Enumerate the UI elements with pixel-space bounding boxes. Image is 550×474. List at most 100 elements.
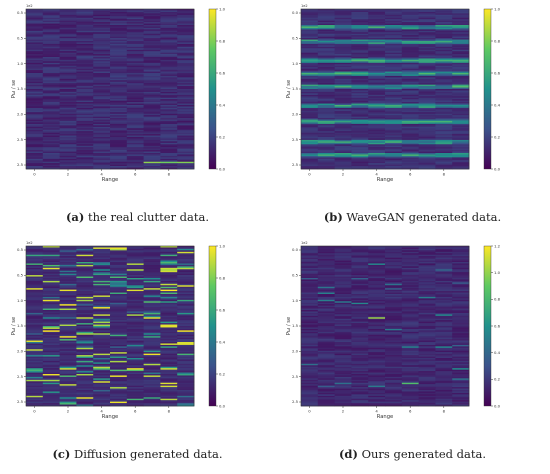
heatmap-cell bbox=[126, 62, 144, 65]
heatmap-cell bbox=[93, 36, 111, 39]
heatmap-cell bbox=[435, 48, 453, 51]
heatmap-cell bbox=[177, 161, 195, 164]
heatmap-cell bbox=[334, 121, 352, 123]
heatmap-cell bbox=[76, 298, 94, 301]
heatmap-cell bbox=[385, 267, 403, 270]
heatmap-cell bbox=[59, 391, 77, 394]
heatmap-cell bbox=[385, 289, 403, 292]
heatmap-cell bbox=[42, 356, 60, 359]
heatmap-cell bbox=[435, 19, 453, 21]
heatmap-cell bbox=[160, 73, 178, 75]
heatmap-cell bbox=[385, 29, 403, 32]
heatmap-cell bbox=[59, 394, 77, 397]
heatmap-cell bbox=[160, 105, 178, 107]
heatmap-cell bbox=[301, 280, 319, 283]
heatmap-cell bbox=[401, 395, 419, 398]
heatmap-cell bbox=[452, 273, 470, 276]
heatmap-cell bbox=[143, 100, 161, 103]
heatmap-cell bbox=[110, 349, 128, 352]
heatmap-cell bbox=[351, 359, 369, 362]
heatmap-cell bbox=[452, 269, 470, 272]
heatmap-cell bbox=[351, 96, 369, 99]
heatmap-cell bbox=[59, 16, 77, 19]
heatmap-cell bbox=[42, 57, 60, 59]
heatmap-cell bbox=[26, 347, 44, 350]
heatmap-cell bbox=[368, 105, 386, 107]
heatmap-cell bbox=[368, 394, 386, 397]
heatmap-cell bbox=[418, 19, 436, 21]
heatmap-cell bbox=[126, 153, 144, 155]
heatmap-cell bbox=[59, 328, 77, 331]
heatmap-cell bbox=[110, 305, 128, 308]
heatmap-cell bbox=[452, 356, 470, 359]
heatmap-cell bbox=[385, 16, 403, 19]
heatmap-cell bbox=[435, 84, 453, 87]
heatmap-cell bbox=[177, 23, 195, 26]
heatmap-cell bbox=[177, 320, 195, 322]
heatmap-cell bbox=[435, 121, 453, 123]
heatmap-cell bbox=[59, 352, 77, 354]
heatmap-cell bbox=[110, 253, 128, 256]
heatmap-cell bbox=[401, 74, 419, 77]
heatmap-cell bbox=[76, 299, 94, 302]
heatmap-cell bbox=[351, 121, 369, 123]
heatmap-cell bbox=[368, 312, 386, 315]
heatmap-cell bbox=[59, 375, 77, 378]
heatmap-cell bbox=[93, 397, 111, 400]
heatmap-cell bbox=[452, 84, 470, 87]
heatmap-cell bbox=[59, 378, 77, 381]
heatmap-cell bbox=[76, 372, 94, 375]
heatmap-cell bbox=[418, 398, 436, 401]
heatmap-cell bbox=[26, 41, 44, 43]
heatmap-cell bbox=[452, 254, 470, 257]
heatmap-cell bbox=[435, 356, 453, 359]
heatmap-cell bbox=[368, 151, 386, 154]
heatmap-cell bbox=[301, 326, 319, 328]
heatmap-cell bbox=[452, 358, 470, 360]
heatmap-cell bbox=[435, 375, 453, 378]
heatmap-cell bbox=[126, 378, 144, 381]
heatmap-cell bbox=[110, 167, 128, 170]
heatmap-cell bbox=[452, 260, 470, 263]
heatmap-cell bbox=[368, 321, 386, 324]
heatmap-cell bbox=[177, 17, 195, 20]
heatmap-cell bbox=[93, 74, 111, 77]
heatmap-cell bbox=[385, 310, 403, 312]
heatmap-cell bbox=[334, 153, 352, 155]
heatmap-cell bbox=[110, 264, 128, 267]
heatmap-cell bbox=[351, 160, 369, 163]
heatmap-cell bbox=[160, 30, 178, 33]
heatmap-cell bbox=[26, 129, 44, 132]
heatmap-cell bbox=[76, 57, 94, 59]
heatmap-cell bbox=[59, 138, 77, 141]
heatmap-cell bbox=[368, 275, 386, 277]
heatmap-cell bbox=[26, 87, 44, 90]
heatmap-cell bbox=[385, 394, 403, 397]
heatmap-cell bbox=[435, 247, 453, 250]
heatmap-cell bbox=[317, 253, 335, 256]
heatmap-cell bbox=[76, 81, 94, 84]
heatmap-cell bbox=[110, 55, 128, 58]
heatmap-cell bbox=[76, 122, 94, 125]
heatmap-cell bbox=[143, 20, 161, 23]
heatmap-cell bbox=[418, 153, 436, 155]
heatmap-cell bbox=[143, 315, 161, 318]
heatmap-cell bbox=[93, 125, 111, 128]
heatmap-cell bbox=[368, 74, 386, 77]
heatmap-cell bbox=[110, 360, 128, 363]
heatmap-cell bbox=[42, 83, 60, 85]
heatmap-cell bbox=[301, 16, 319, 19]
heatmap-cell bbox=[435, 333, 453, 336]
heatmap-cell bbox=[334, 385, 352, 388]
heatmap-cell bbox=[126, 363, 144, 366]
heatmap-cell bbox=[126, 129, 144, 132]
heatmap-cell bbox=[317, 70, 335, 72]
heatmap-cell bbox=[452, 398, 470, 401]
heatmap-cell bbox=[42, 264, 60, 267]
heatmap-cell bbox=[401, 359, 419, 362]
heatmap-cell bbox=[435, 337, 453, 340]
heatmap-cell bbox=[385, 385, 403, 388]
colorbar bbox=[208, 8, 217, 170]
heatmap-cell bbox=[385, 282, 403, 285]
heatmap-cell bbox=[385, 22, 403, 24]
